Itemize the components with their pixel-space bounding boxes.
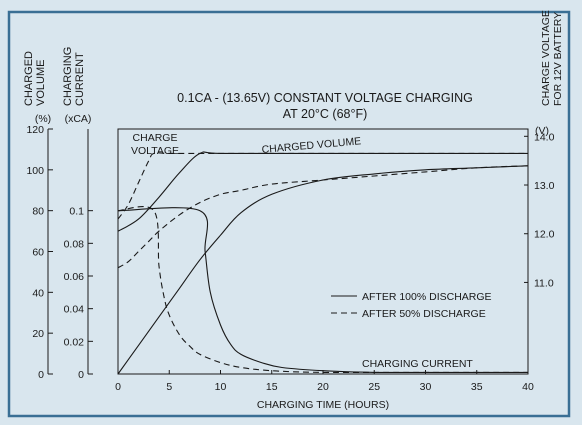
charged-volume-tick-label: 60 (32, 247, 44, 259)
charged-volume-tick-label: 40 (32, 287, 44, 299)
charge-voltage-50pct-curve (117, 152, 528, 220)
charged-volume-tick-label: 80 (32, 206, 44, 218)
charge-voltage-100pct-curve (117, 151, 528, 232)
charging-current-axis-unit: (xCA) (65, 113, 92, 125)
x-tick-label: 5 (166, 381, 172, 393)
x-tick-label: 25 (368, 381, 380, 393)
x-axis-label: CHARGING TIME (HOURS) (257, 399, 389, 411)
charge-voltage-annotation-line2: VOLTAGE (131, 145, 179, 157)
charge-voltage-axis-label-line1: CHARGE VOLTAGE (540, 10, 552, 106)
charged-volume-tick-label: 120 (26, 124, 44, 136)
charging-current-tick-label: 0.02 (64, 336, 85, 348)
charging-current-tick-label: 0.1 (69, 206, 84, 218)
charging-current-axis-label-line1: CHARGING (62, 47, 74, 106)
charging-current-tick-label: 0.06 (64, 271, 85, 283)
charging-current-annotation: CHARGING CURRENT (362, 358, 473, 370)
charge-voltage-tick-label: 14.0 (534, 131, 555, 143)
charging-current-50pct-curve (117, 206, 528, 374)
charging-current-100pct-curve (117, 207, 528, 374)
charge-voltage-tick-label: 12.0 (534, 229, 555, 241)
charged-volume-100pct-curve (117, 165, 529, 375)
charge-voltage-axis-unit: (V) (535, 125, 549, 137)
legend-label-solid: AFTER 100% DISCHARGE (362, 291, 492, 303)
charged-volume-axis-label-line1: CHARGED (23, 51, 35, 106)
x-tick-label: 20 (317, 381, 329, 393)
legend-label-dashed: AFTER 50% DISCHARGE (362, 308, 486, 320)
charge-voltage-axis-label-line2: FOR 12V BATTERY (552, 12, 564, 106)
chart-title-line2: AT 20°C (68°F) (283, 107, 368, 121)
charge-voltage-tick-label: 13.0 (534, 180, 555, 192)
tick-layer: 0 5 10 15 20 25 30 35 40 0 20 40 60 80 100 120 0 0.02 0.04… (26, 124, 554, 393)
charge-voltage-tick-label: 11.0 (534, 277, 554, 289)
x-tick-label: 30 (420, 381, 432, 393)
charging-current-tick-label: 0.08 (64, 238, 85, 250)
curve-layer (117, 151, 529, 375)
charged-volume-axis-unit: (%) (35, 113, 51, 125)
charged-volume-tick-label: 100 (26, 165, 44, 177)
x-tick-label: 0 (115, 381, 121, 393)
legend: AFTER 100% DISCHARGE AFTER 50% DISCHARGE (331, 291, 492, 320)
charged-volume-tick-label: 0 (38, 369, 44, 381)
chart-title-line1: 0.1CA - (13.65V) CONSTANT VOLTAGE CHARGI… (177, 91, 473, 105)
charged-volume-50pct-curve (117, 165, 529, 269)
chart-border (7, 10, 571, 418)
charged-volume-axis-label-line2: VOLUME (35, 60, 47, 106)
charging-current-axis-label-line2: CURRENT (74, 52, 86, 106)
charge-voltage-annotation-line1: CHARGE (133, 132, 178, 144)
x-tick-label: 35 (471, 381, 483, 393)
x-tick-label: 10 (215, 381, 227, 393)
charging-current-tick-label: 0.04 (64, 304, 85, 316)
charging-current-tick-label: 0 (78, 369, 84, 381)
charged-volume-tick-label: 20 (32, 328, 44, 340)
x-tick-label: 15 (266, 381, 278, 393)
x-tick-label: 40 (522, 381, 534, 393)
